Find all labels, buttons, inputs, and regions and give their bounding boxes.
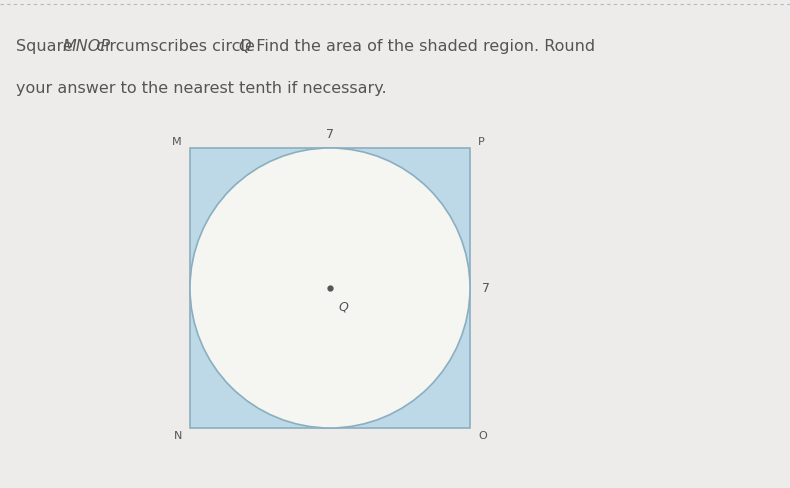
Text: Q: Q — [338, 301, 348, 313]
Text: circumscribes circle: circumscribes circle — [91, 39, 260, 54]
Text: M: M — [172, 137, 182, 147]
Circle shape — [190, 149, 470, 428]
Text: N: N — [174, 430, 182, 440]
Text: Q: Q — [238, 39, 250, 54]
Text: MNOP: MNOP — [63, 39, 111, 54]
Text: O: O — [478, 430, 487, 440]
Text: . Find the area of the shaded region. Round: . Find the area of the shaded region. Ro… — [246, 39, 595, 54]
Text: 7: 7 — [326, 128, 334, 141]
Text: P: P — [478, 137, 485, 147]
Text: 7: 7 — [482, 282, 490, 295]
Bar — [190, 149, 470, 428]
Text: your answer to the nearest tenth if necessary.: your answer to the nearest tenth if nece… — [16, 81, 386, 96]
Text: Square: Square — [16, 39, 78, 54]
